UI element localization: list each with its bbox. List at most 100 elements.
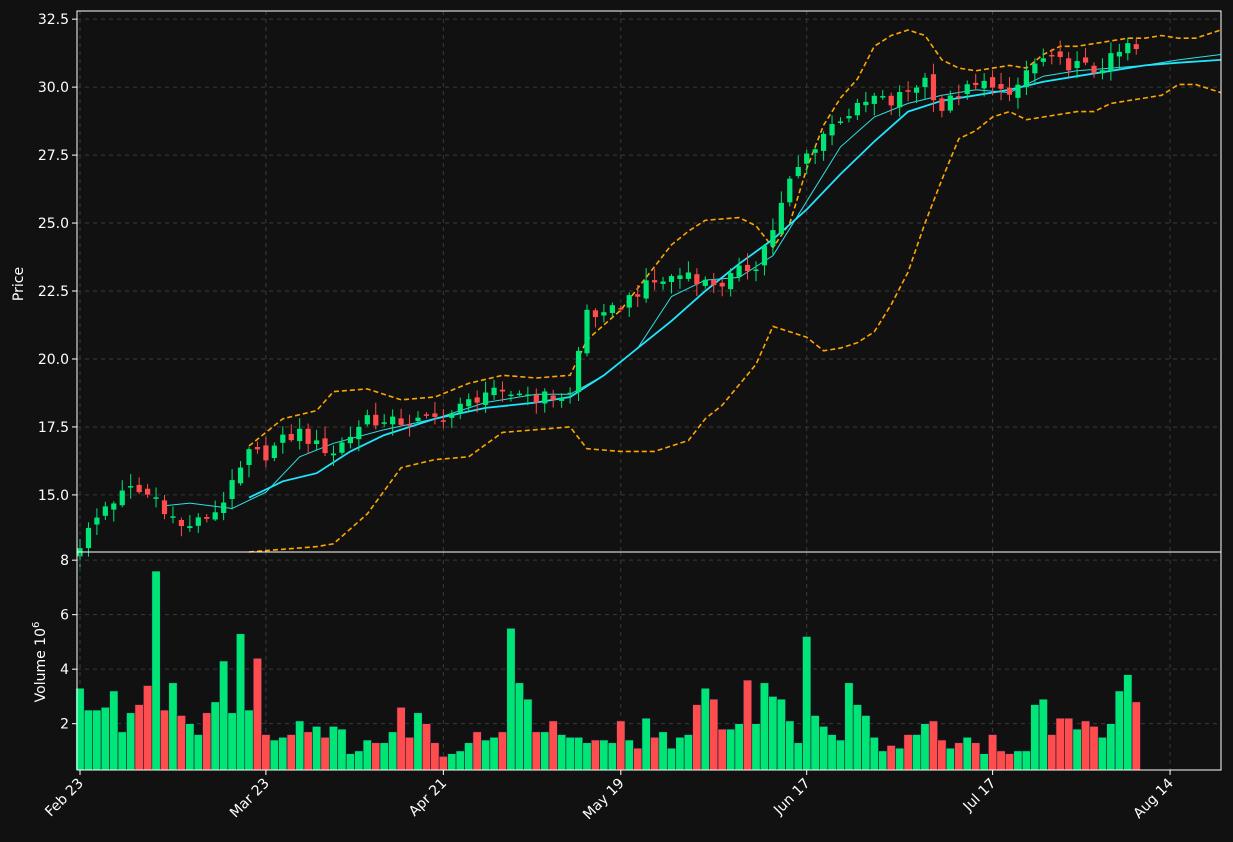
candle-body [542,391,548,404]
candle-body [491,387,497,396]
volume-bar [852,704,862,771]
candle-up [922,72,928,99]
candle-body [128,486,134,488]
candle-up [1108,42,1114,81]
candle-up [466,393,472,411]
candle-body [652,280,658,283]
volume-bar [734,723,744,771]
candle-up [1116,43,1122,69]
volume-bar [531,731,541,771]
candle-body [499,389,506,392]
candle-up [1023,60,1029,96]
volume-bar [607,742,617,771]
volume-bar [514,682,524,771]
volume-bar [1021,750,1031,771]
volume-bar [1131,701,1141,771]
volume-bar [861,715,871,771]
candle-up [94,508,100,536]
volume-bar [819,726,829,771]
candle-body [339,442,345,453]
volume-bar [912,734,922,771]
volume-bar [379,742,389,771]
candle-down [432,401,438,425]
candle-up [153,487,159,508]
candle-down [305,423,311,454]
volume-bar [565,736,575,771]
candle-body [398,418,404,425]
candle-up [1040,48,1046,67]
candle-up [981,73,987,97]
volume-bar [405,736,415,771]
candle-body [254,446,261,450]
candle-up [821,131,827,161]
volume-tick-label: 6 [60,608,69,624]
candle-down [533,388,539,414]
candle-down [1133,38,1139,55]
volume-bar [540,731,550,771]
candle-body [1108,53,1114,71]
candle-body [415,417,421,421]
candle-down [990,70,996,96]
candle-up [601,303,607,323]
volume-bar [100,707,110,771]
candle-body [863,101,869,106]
candle-body [778,202,784,234]
candle-body [195,517,201,526]
volume-tick-label: 8 [60,553,69,569]
candle-down [973,73,979,91]
volume-bar [768,696,778,771]
volume-bar [776,698,786,771]
candle-body [837,121,844,123]
candle-body [1023,70,1029,88]
candle-up [846,108,852,123]
volume-bar [252,657,262,771]
volume-bar [759,682,769,771]
candle-body [913,87,920,93]
volume-bar [599,739,609,771]
candle-up [660,276,666,290]
candle-body [204,516,210,519]
volume-bar [1123,674,1133,771]
volume-bar [396,707,406,771]
candle-body [981,80,987,89]
volume-bar [219,660,229,771]
candle-up [85,522,92,557]
volume-bar [641,717,651,771]
candle-up [508,390,514,402]
candle-body [280,434,286,443]
candle-body [956,96,962,98]
volume-bar [1081,720,1091,771]
candle-up [271,442,277,462]
x-tick-label: Jun 17 [770,776,813,819]
candle-body [153,497,159,499]
candle-body [922,77,928,88]
candle-down [288,424,294,442]
volume-bar [590,739,600,771]
candle-body [880,96,886,98]
candle-body [1032,63,1038,74]
candle-up [542,388,548,413]
candle-body [102,506,108,516]
volume-bar [362,739,372,771]
volume-bar [751,723,761,771]
volume-bar [337,728,347,771]
candle-up [229,469,235,510]
candle-up [964,80,970,100]
volume-bar [227,712,237,771]
candle-down [998,72,1004,101]
volume-bar [582,742,592,771]
candle-down [204,513,210,523]
candle-up [609,302,615,318]
candle-body [1116,51,1122,57]
candle-up [626,292,632,317]
candle-body [466,399,472,407]
candle-body [85,527,92,549]
volume-bar [666,747,676,771]
candle-body [136,484,142,493]
candle-body [635,294,641,297]
candle-body [145,488,151,495]
candle-body [288,433,294,441]
volume-bar [1038,698,1048,771]
volume-bar [269,739,279,771]
volume-bar [869,736,879,771]
